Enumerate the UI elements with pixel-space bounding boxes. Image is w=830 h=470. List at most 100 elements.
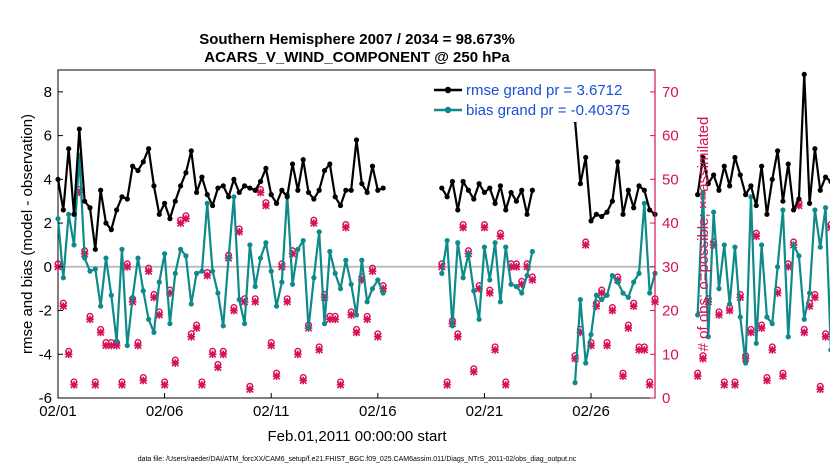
legend-bias-marker [444,106,452,114]
obs-assimilated-marker [795,201,803,210]
bias-data-point [636,270,642,276]
bias-data-point [257,255,264,261]
bias-data-point [353,312,360,318]
bias-data-point [599,297,605,303]
bias-data-point [183,253,189,259]
obs-assimilated-marker [752,232,761,240]
obs-count-point [747,325,755,337]
y-tick-label: 0 [44,259,52,276]
obs-assimilated-marker [59,302,68,310]
x-tick-label: 02/26 [572,403,610,420]
obs-assimilated-marker [347,311,355,319]
rmse-data-point [337,202,344,209]
bias-data-point [380,290,386,296]
bias-data-point [721,242,727,248]
obs-assimilated-marker [453,332,462,341]
obs-assimilated-marker [587,341,595,350]
rmse-data-point [812,146,818,152]
obs-count-point [219,347,228,359]
obs-count-point [342,220,350,232]
obs-assimilated-marker [246,385,254,394]
bias-data-point [124,342,130,349]
bias-data-point [593,292,599,298]
rmse-data-point [300,157,306,163]
rmse-data-point [327,161,333,167]
x-tick-label: 02/11 [253,403,289,420]
obs-count-point [246,382,254,394]
rmse-data-point [193,189,200,196]
rmse-data-point [311,196,317,202]
obs-assimilated-marker [352,328,361,337]
obs-assimilated-marker [635,346,643,354]
obs-count-point [347,308,355,319]
bias-data-point [71,242,77,248]
obs-assimilated-marker [443,381,451,389]
bias-data-point [471,288,477,294]
obs-count-point [182,212,190,223]
chart-subtitle: ACARS_V_WIND_COMPONENT @ 250 hPa [204,49,510,66]
bias-data-point [247,242,253,248]
rmse-data-point [268,192,274,198]
obs-assimilated-marker [144,267,153,275]
bias-data-point [727,301,733,307]
bias-data-point [92,266,98,272]
obs-assimilated-marker [715,311,723,319]
obs-assimilated-marker [203,271,212,280]
obs-assimilated-marker [485,289,494,297]
data-file-note: data file: /Users/raeder/DAI/ATM_forcXX/… [138,456,577,463]
obs-assimilated-marker [294,350,302,359]
obs-count-point [171,356,180,367]
bias-data-point [273,303,280,309]
bias-data-point [279,279,285,285]
obs-count-point [91,378,100,389]
rmse-data-point [444,194,450,200]
obs-count-point [608,304,617,315]
obs-count-point [294,347,302,359]
rmse-data-point [236,189,242,196]
rmse-data-point [380,185,386,191]
obs-assimilated-marker [150,293,158,302]
rmse-data-point [711,172,717,178]
obs-assimilated-marker [512,263,521,271]
bias-data-point [743,360,749,366]
y2-tick-label: 10 [662,346,679,363]
obs-assimilated-marker [64,350,73,359]
obs-assimilated-marker [267,341,276,350]
bias-data-point [225,255,232,261]
obs-count-point [821,330,830,341]
rmse-data-point [98,187,104,193]
rmse-data-point [209,202,216,209]
obs-count-point [512,260,521,271]
bias-data-point [236,297,242,303]
rmse-data-point [305,189,312,196]
obs-count-point [64,347,73,359]
obs-count-point [800,325,809,337]
bias-data-point [705,334,711,340]
obs-assimilated-marker [736,293,745,302]
rmse-data-point [162,200,168,206]
bias-series-line [573,202,657,383]
y2-tick-label: 30 [662,259,679,276]
bias-data-point [460,275,466,281]
rmse-data-point [316,187,322,193]
rmse-data-point [524,211,530,217]
rmse-data-point [817,187,823,193]
bias-data-point [716,286,722,292]
rmse-data-point [716,187,722,193]
rmse-data-point [785,161,791,167]
bias-data-point [140,288,146,294]
bias-data-point [748,194,754,200]
bias-data-point [822,205,829,211]
bias-data-point [252,283,258,290]
bias-data-point [764,314,770,320]
bias-data-point [476,316,482,322]
rmse-data-point [790,207,797,213]
obs-assimilated-marker [176,219,185,227]
obs-assimilated-marker [597,289,606,297]
obs-assimilated-marker [368,267,377,275]
obs-assimilated-marker [251,297,260,306]
rmse-data-point [108,227,114,233]
rmse-data-point [87,205,93,211]
bias-data-point [55,216,61,222]
